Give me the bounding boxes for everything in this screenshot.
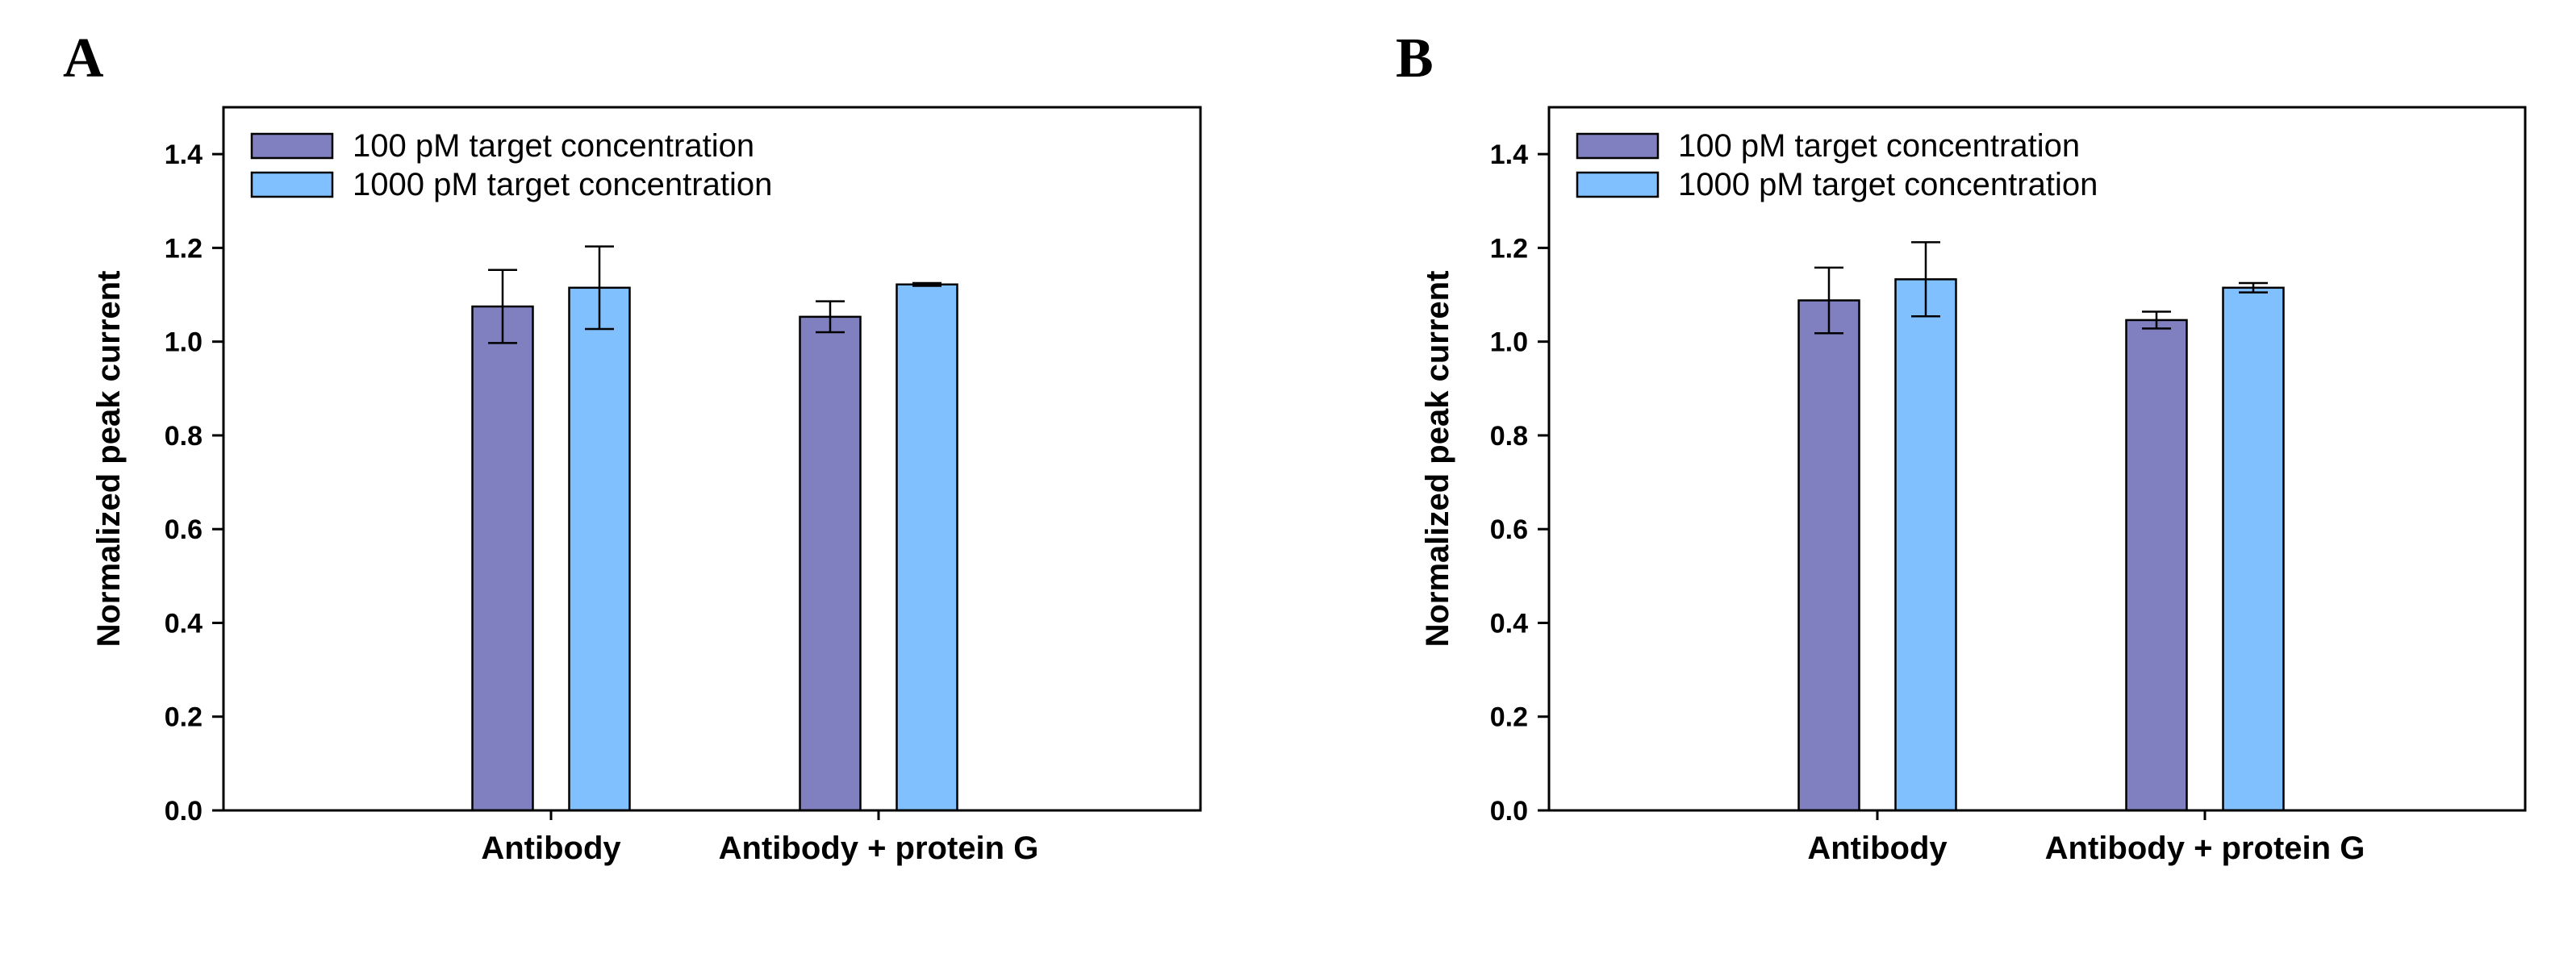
bar-100pm-antibody-protein-g: [799, 315, 862, 812]
x-tick-label: Antibody: [481, 831, 621, 866]
error-bar-1000pm-antibody-protein-g: [2239, 281, 2268, 294]
x-tick-label: Antibody: [1807, 831, 1948, 866]
error-bar-1000pm-antibody: [585, 245, 614, 331]
panel-b: B Antibody Antibody + protein G 0.0 0.2 0.4 0…: [1396, 27, 2527, 866]
legend-swatch-1000pm: [1576, 171, 1660, 198]
legend-swatch-1000pm: [250, 171, 334, 198]
bar-100pm-antibody-protein-g: [2125, 319, 2188, 812]
error-bar-1000pm-antibody-protein-g: [912, 281, 941, 287]
y-axis-label: Normalized peak current: [1420, 271, 1455, 648]
legend-swatch-100pm: [250, 132, 334, 160]
y-axis-label: Normalized peak current: [91, 271, 127, 648]
y-tick-label: 0.4: [1490, 608, 1528, 639]
bar-1000pm-antibody: [568, 286, 631, 812]
error-bar-100pm-antibody: [1814, 266, 1843, 335]
legend-label-100pm: 100 pM target concentration: [1678, 128, 2080, 164]
y-tick-label: 1.4: [1490, 140, 1528, 170]
bar-100pm-antibody: [1797, 299, 1860, 812]
panel-a: A Antibody Antibody + protein G 0.0 0.2 0.4 0…: [63, 27, 1202, 866]
plot-frame: [222, 106, 1202, 812]
error-bar-100pm-antibody-protein-g: [816, 300, 845, 334]
error-bar-100pm-antibody: [488, 269, 517, 344]
x-tick-label: Antibody + protein G: [2045, 831, 2365, 866]
y-tick-label: 0.0: [1490, 796, 1528, 827]
bar-100pm-antibody: [471, 305, 534, 812]
y-tick-label: 0.2: [1490, 702, 1528, 733]
y-tick-label: 0.8: [1490, 421, 1528, 452]
x-tick-label: Antibody + protein G: [719, 831, 1039, 866]
legend-swatch-100pm: [1576, 132, 1660, 160]
y-tick-label: 0.6: [165, 514, 202, 545]
y-tick-label: 1.0: [165, 327, 202, 358]
legend-label-100pm: 100 pM target concentration: [353, 128, 754, 164]
y-tick-label: 1.2: [165, 233, 202, 264]
bar-1000pm-antibody: [1894, 278, 1957, 812]
panel-letter-a: A: [63, 27, 104, 90]
y-tick-label: 0.0: [165, 796, 202, 827]
y-tick-label: 1.2: [1490, 233, 1528, 264]
y-tick-label: 1.4: [165, 140, 202, 170]
y-tick-label: 1.0: [1490, 327, 1528, 358]
bar-1000pm-antibody-protein-g: [896, 283, 958, 812]
error-bar-100pm-antibody-protein-g: [2142, 310, 2171, 330]
legend-label-1000pm: 1000 pM target concentration: [1678, 167, 2098, 202]
legend-label-1000pm: 1000 pM target concentration: [353, 167, 772, 202]
y-tick-label: 0.4: [165, 608, 202, 639]
error-bar-1000pm-antibody: [1911, 241, 1940, 318]
y-tick-label: 0.2: [165, 702, 202, 733]
y-tick-label: 0.8: [165, 421, 202, 452]
panel-letter-b: B: [1396, 27, 1434, 90]
y-tick-label: 0.6: [1490, 514, 1528, 545]
bar-1000pm-antibody-protein-g: [2222, 286, 2285, 812]
plot-frame: [1547, 106, 2527, 812]
